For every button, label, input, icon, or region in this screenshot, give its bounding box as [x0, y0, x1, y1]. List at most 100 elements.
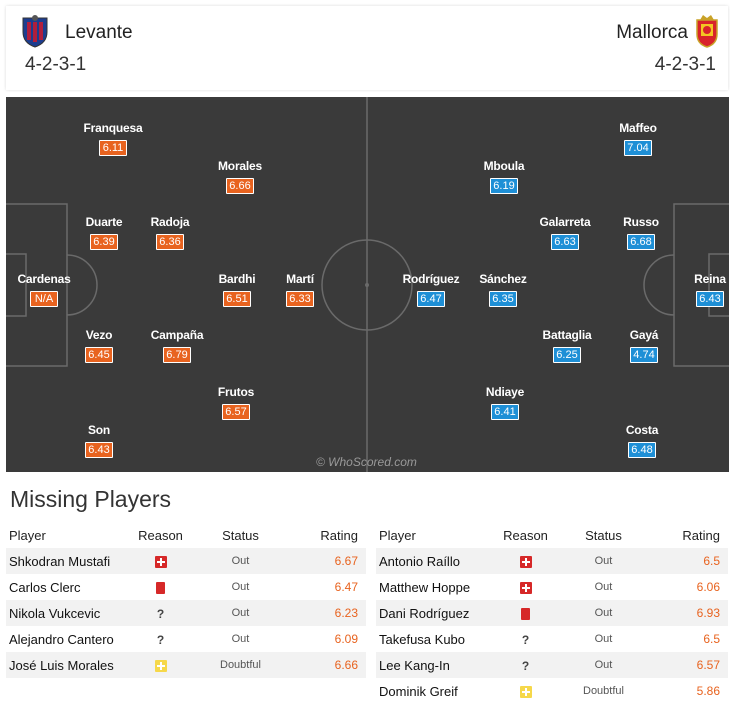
- away-missing-table: Player Reason Status Rating Antonio Raíl…: [376, 522, 728, 704]
- player-rating: 6.19: [490, 178, 518, 194]
- home-player[interactable]: Campaña 6.79: [137, 328, 217, 363]
- away-player[interactable]: Gayá 4.74: [604, 328, 684, 363]
- status: Doubtful: [583, 685, 624, 697]
- col-reason: Reason: [138, 527, 183, 543]
- status: Out: [194, 548, 284, 574]
- col-rating: Rating: [320, 527, 358, 543]
- home-player[interactable]: Bardhi 6.51: [197, 272, 277, 307]
- player-name: Russo: [623, 215, 659, 229]
- col-player: Player: [9, 527, 46, 543]
- player-name[interactable]: Dani Rodríguez: [376, 600, 494, 626]
- home-player[interactable]: Cardenas N/A: [6, 272, 84, 307]
- status: Out: [231, 633, 250, 645]
- home-player[interactable]: Franquesa 6.11: [73, 121, 153, 156]
- away-player[interactable]: Costa 6.48: [602, 423, 682, 458]
- player-rating: N/A: [30, 291, 58, 307]
- player-name: Reina: [694, 272, 726, 286]
- player-name: Galarreta: [539, 215, 591, 229]
- rating: 6.66: [284, 652, 366, 678]
- player-rating: 6.45: [85, 347, 113, 363]
- table-row: Dominik Greif Doubtful 5.86: [376, 678, 728, 704]
- player-rating: 6.41: [491, 404, 519, 420]
- watermark: © WhoScored.com: [316, 455, 417, 469]
- away-player[interactable]: Russo 6.68: [601, 215, 681, 250]
- rating: 6.57: [650, 652, 728, 678]
- player-name[interactable]: Shkodran Mustafi: [6, 548, 124, 574]
- player-name: Campaña: [150, 328, 204, 342]
- table-row: José Luis Morales Doubtful 6.66: [6, 652, 366, 678]
- player-name[interactable]: Dominik Greif: [379, 683, 458, 699]
- player-rating: 6.47: [417, 291, 445, 307]
- away-player[interactable]: Sánchez 6.35: [463, 272, 543, 307]
- doubtful-icon: [154, 660, 167, 673]
- status: Out: [554, 548, 650, 574]
- player-name: Battaglia: [542, 328, 592, 342]
- mallorca-crest-icon: [696, 15, 718, 48]
- away-player[interactable]: Mboula 6.19: [464, 159, 544, 194]
- player-name[interactable]: Matthew Hoppe: [379, 579, 471, 595]
- table-row: Matthew Hoppe Out 6.06: [376, 574, 728, 600]
- player-name: Ndiaye: [485, 385, 525, 399]
- status: Out: [594, 581, 613, 593]
- player-name[interactable]: José Luis Morales: [6, 652, 124, 678]
- home-player[interactable]: Vezo 6.45: [59, 328, 139, 363]
- status: Doubtful: [194, 652, 284, 678]
- table-row: Takefusa Kubo ? Out 6.5: [376, 626, 728, 652]
- table-row: Dani Rodríguez Out 6.93: [376, 600, 728, 626]
- col-status: Status: [585, 527, 622, 543]
- home-player[interactable]: Morales 6.66: [200, 159, 280, 194]
- away-player[interactable]: Rodríguez 6.47: [391, 272, 471, 307]
- player-name: Costa: [625, 423, 659, 437]
- home-team-name: Levante: [65, 22, 133, 43]
- player-name[interactable]: Alejandro Cantero: [9, 631, 114, 647]
- player-name[interactable]: Carlos Clerc: [9, 579, 81, 595]
- away-player[interactable]: Galarreta 6.63: [525, 215, 605, 250]
- player-rating: 6.43: [696, 291, 724, 307]
- unknown-reason-icon: ?: [521, 658, 530, 673]
- player-name: Vezo: [85, 328, 113, 342]
- player-name[interactable]: Lee Kang-In: [376, 652, 494, 678]
- table-row: Carlos Clerc Out 6.47: [6, 574, 366, 600]
- col-rating: Rating: [682, 527, 720, 543]
- home-player[interactable]: Son 6.43: [59, 423, 139, 458]
- away-player[interactable]: Ndiaye 6.41: [465, 385, 545, 420]
- player-name: Rodríguez: [402, 272, 460, 286]
- player-name: Martí: [286, 272, 314, 286]
- unknown-reason-icon: ?: [156, 606, 165, 621]
- away-player[interactable]: Reina 6.43: [670, 272, 729, 307]
- unknown-reason-icon: ?: [521, 632, 530, 647]
- home-player[interactable]: Radoja 6.36: [130, 215, 210, 250]
- levante-crest-icon: [22, 15, 48, 48]
- player-name: Cardenas: [17, 272, 71, 286]
- player-rating: 6.68: [627, 234, 655, 250]
- table-row: Alejandro Cantero ? Out 6.09: [6, 626, 366, 652]
- player-name: Son: [87, 423, 111, 437]
- home-player[interactable]: Martí 6.33: [260, 272, 340, 307]
- col-status: Status: [222, 527, 259, 543]
- player-name[interactable]: Antonio Raíllo: [376, 548, 494, 574]
- doubtful-icon: [519, 686, 532, 699]
- away-player[interactable]: Maffeo 7.04: [598, 121, 678, 156]
- status: Out: [554, 652, 650, 678]
- injury-icon: [154, 556, 167, 569]
- player-rating: 6.11: [99, 140, 127, 156]
- home-player[interactable]: Frutos 6.57: [196, 385, 276, 420]
- away-team-name: Mallorca: [616, 22, 688, 43]
- rating: 6.5: [650, 548, 728, 574]
- player-rating: 6.51: [223, 291, 251, 307]
- player-name: Frutos: [217, 385, 255, 399]
- player-name[interactable]: Takefusa Kubo: [379, 631, 466, 647]
- rating: 5.86: [696, 684, 720, 698]
- home-player[interactable]: Duarte 6.39: [64, 215, 144, 250]
- player-rating: 6.35: [489, 291, 517, 307]
- injury-icon: [519, 582, 532, 595]
- away-player[interactable]: Battaglia 6.25: [527, 328, 607, 363]
- player-name: Gayá: [629, 328, 659, 342]
- player-name: Morales: [218, 159, 262, 173]
- status: Out: [231, 581, 250, 593]
- player-name: Sánchez: [479, 272, 527, 286]
- col-reason: Reason: [503, 527, 548, 543]
- rating: 6.67: [284, 548, 366, 574]
- player-name[interactable]: Nikola Vukcevic: [6, 600, 124, 626]
- rating: 6.09: [334, 632, 358, 646]
